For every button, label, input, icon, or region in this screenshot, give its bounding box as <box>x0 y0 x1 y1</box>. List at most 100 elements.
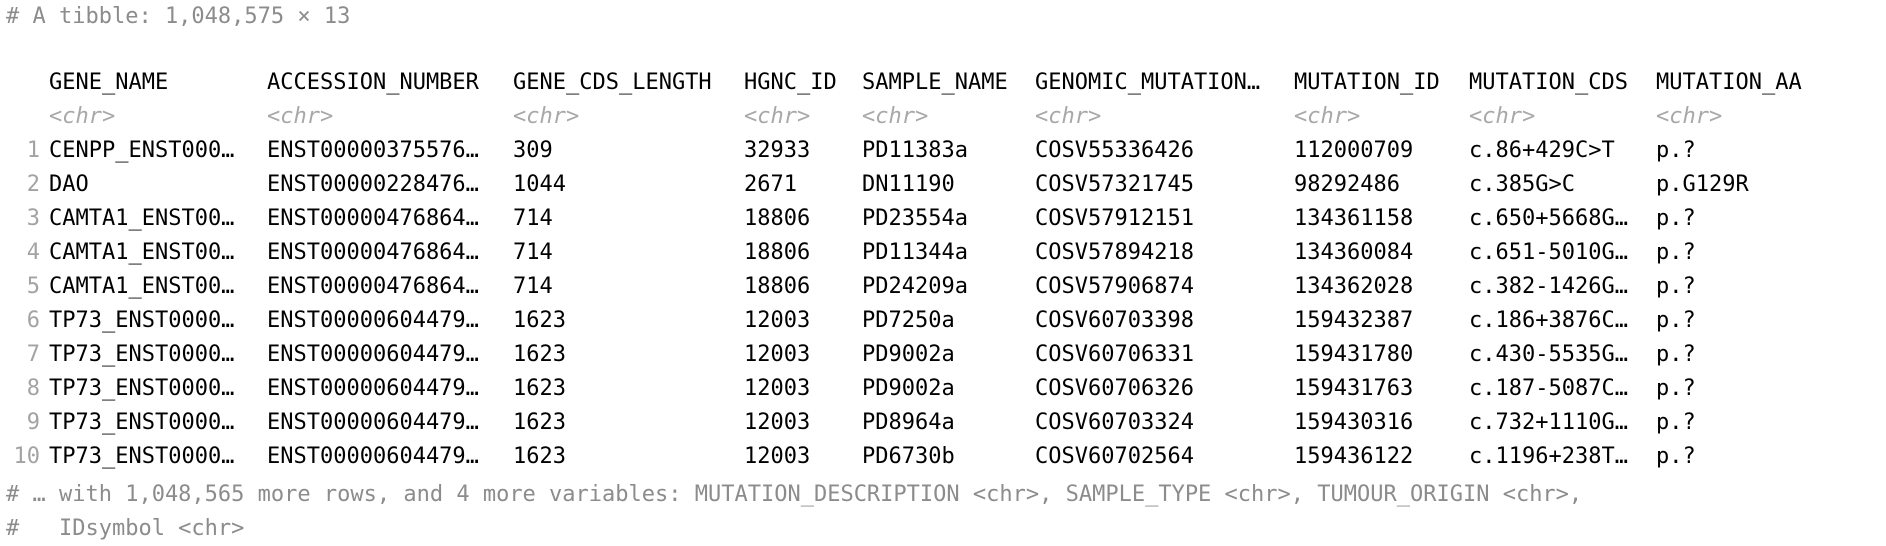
row-number: 1 <box>26 138 40 163</box>
table-cell: 1623 <box>513 444 566 469</box>
column-type: <chr> <box>513 104 580 129</box>
table-cell: ENST00000476864… <box>267 206 479 231</box>
column-header: MUTATION_AA <box>1656 70 1802 95</box>
table-cell: p.? <box>1656 206 1696 231</box>
table-cell: TP73_ENST0000… <box>49 444 235 469</box>
table-cell: 1623 <box>513 308 566 333</box>
table-cell: 112000709 <box>1294 138 1414 163</box>
table-cell: 134361158 <box>1294 206 1414 231</box>
column-header: MUTATION_ID <box>1294 70 1440 95</box>
table-cell: CAMTA1_ENST00… <box>49 240 235 265</box>
table-cell: 1623 <box>513 376 566 401</box>
table-cell: p.? <box>1656 376 1696 401</box>
table-cell: PD9002a <box>862 342 955 367</box>
table-cell: 18806 <box>744 274 811 299</box>
table-cell: ENST00000604479… <box>267 342 479 367</box>
table-cell: COSV55336426 <box>1035 138 1194 163</box>
table-cell: c.651-5010G… <box>1469 240 1628 265</box>
column-type: <chr> <box>1469 104 1536 129</box>
table-cell: 12003 <box>744 444 811 469</box>
table-cell: ENST00000604479… <box>267 410 479 435</box>
table-cell: 134360084 <box>1294 240 1414 265</box>
table-cell: 714 <box>513 274 553 299</box>
table-cell: 32933 <box>744 138 811 163</box>
table-cell: 159432387 <box>1294 308 1414 333</box>
table-cell: COSV57894218 <box>1035 240 1194 265</box>
table-cell: p.? <box>1656 274 1696 299</box>
table-cell: COSV57906874 <box>1035 274 1194 299</box>
table-cell: COSV60706331 <box>1035 342 1194 367</box>
table-cell: 134362028 <box>1294 274 1414 299</box>
table-cell: 98292486 <box>1294 172 1400 197</box>
tibble-header: # A tibble: 1,048,575 × 13 <box>6 4 351 29</box>
column-type: <chr> <box>744 104 811 129</box>
table-cell: 12003 <box>744 308 811 333</box>
row-number: 3 <box>26 206 40 231</box>
column-header: GENE_CDS_LENGTH <box>513 70 712 95</box>
column-type: <chr> <box>1294 104 1361 129</box>
table-cell: p.? <box>1656 138 1696 163</box>
table-cell: 159436122 <box>1294 444 1414 469</box>
table-cell: COSV57912151 <box>1035 206 1194 231</box>
table-cell: PD9002a <box>862 376 955 401</box>
table-cell: p.? <box>1656 444 1696 469</box>
column-header: GENE_NAME <box>49 70 169 95</box>
table-cell: c.732+1110G… <box>1469 410 1628 435</box>
table-cell: CAMTA1_ENST00… <box>49 274 235 299</box>
table-cell: 18806 <box>744 240 811 265</box>
table-cell: c.385G>C <box>1469 172 1575 197</box>
table-cell: PD8964a <box>862 410 955 435</box>
table-cell: DN11190 <box>862 172 955 197</box>
table-cell: 2671 <box>744 172 797 197</box>
column-type: <chr> <box>267 104 334 129</box>
row-number: 4 <box>26 240 40 265</box>
table-cell: 1623 <box>513 342 566 367</box>
row-number: 9 <box>26 410 40 435</box>
column-header: GENOMIC_MUTATION… <box>1035 70 1261 95</box>
column-header: MUTATION_CDS <box>1469 70 1628 95</box>
table-cell: ENST00000476864… <box>267 240 479 265</box>
table-cell: c.186+3876C… <box>1469 308 1628 333</box>
table-cell: c.187-5087C… <box>1469 376 1628 401</box>
table-cell: c.430-5535G… <box>1469 342 1628 367</box>
table-cell: 714 <box>513 240 553 265</box>
column-header: HGNC_ID <box>744 70 837 95</box>
table-cell: ENST00000375576… <box>267 138 479 163</box>
table-cell: c.650+5668G… <box>1469 206 1628 231</box>
table-cell: 714 <box>513 206 553 231</box>
table-cell: COSV60702564 <box>1035 444 1194 469</box>
table-cell: ENST00000228476… <box>267 172 479 197</box>
table-cell: p.? <box>1656 410 1696 435</box>
table-cell: 159431763 <box>1294 376 1414 401</box>
table-cell: ENST00000604479… <box>267 376 479 401</box>
column-header: ACCESSION_NUMBER <box>267 70 479 95</box>
table-cell: p.G129R <box>1656 172 1749 197</box>
column-type: <chr> <box>49 104 116 129</box>
table-cell: 159431780 <box>1294 342 1414 367</box>
table-cell: COSV57321745 <box>1035 172 1194 197</box>
table-cell: PD23554a <box>862 206 968 231</box>
table-cell: ENST00000476864… <box>267 274 479 299</box>
table-cell: 1623 <box>513 410 566 435</box>
column-type: <chr> <box>1656 104 1723 129</box>
table-cell: 18806 <box>744 206 811 231</box>
row-number: 10 <box>13 444 41 469</box>
table-cell: TP73_ENST0000… <box>49 410 235 435</box>
table-cell: ENST00000604479… <box>267 308 479 333</box>
table-cell: TP73_ENST0000… <box>49 308 235 333</box>
table-cell: c.1196+238T… <box>1469 444 1628 469</box>
table-cell: DAO <box>49 172 89 197</box>
table-cell: COSV60706326 <box>1035 376 1194 401</box>
row-number: 7 <box>26 342 40 367</box>
table-cell: 159430316 <box>1294 410 1414 435</box>
table-cell: CAMTA1_ENST00… <box>49 206 235 231</box>
row-number: 6 <box>26 308 40 333</box>
table-cell: c.86+429C>T <box>1469 138 1615 163</box>
table-cell: p.? <box>1656 342 1696 367</box>
table-cell: 12003 <box>744 376 811 401</box>
table-cell: PD6730b <box>862 444 955 469</box>
row-number: 8 <box>26 376 40 401</box>
tibble-footer-line-1: # … with 1,048,565 more rows, and 4 more… <box>6 482 1583 507</box>
tibble-footer-line-2: # IDsymbol <chr> <box>6 516 245 541</box>
table-cell: COSV60703398 <box>1035 308 1194 333</box>
